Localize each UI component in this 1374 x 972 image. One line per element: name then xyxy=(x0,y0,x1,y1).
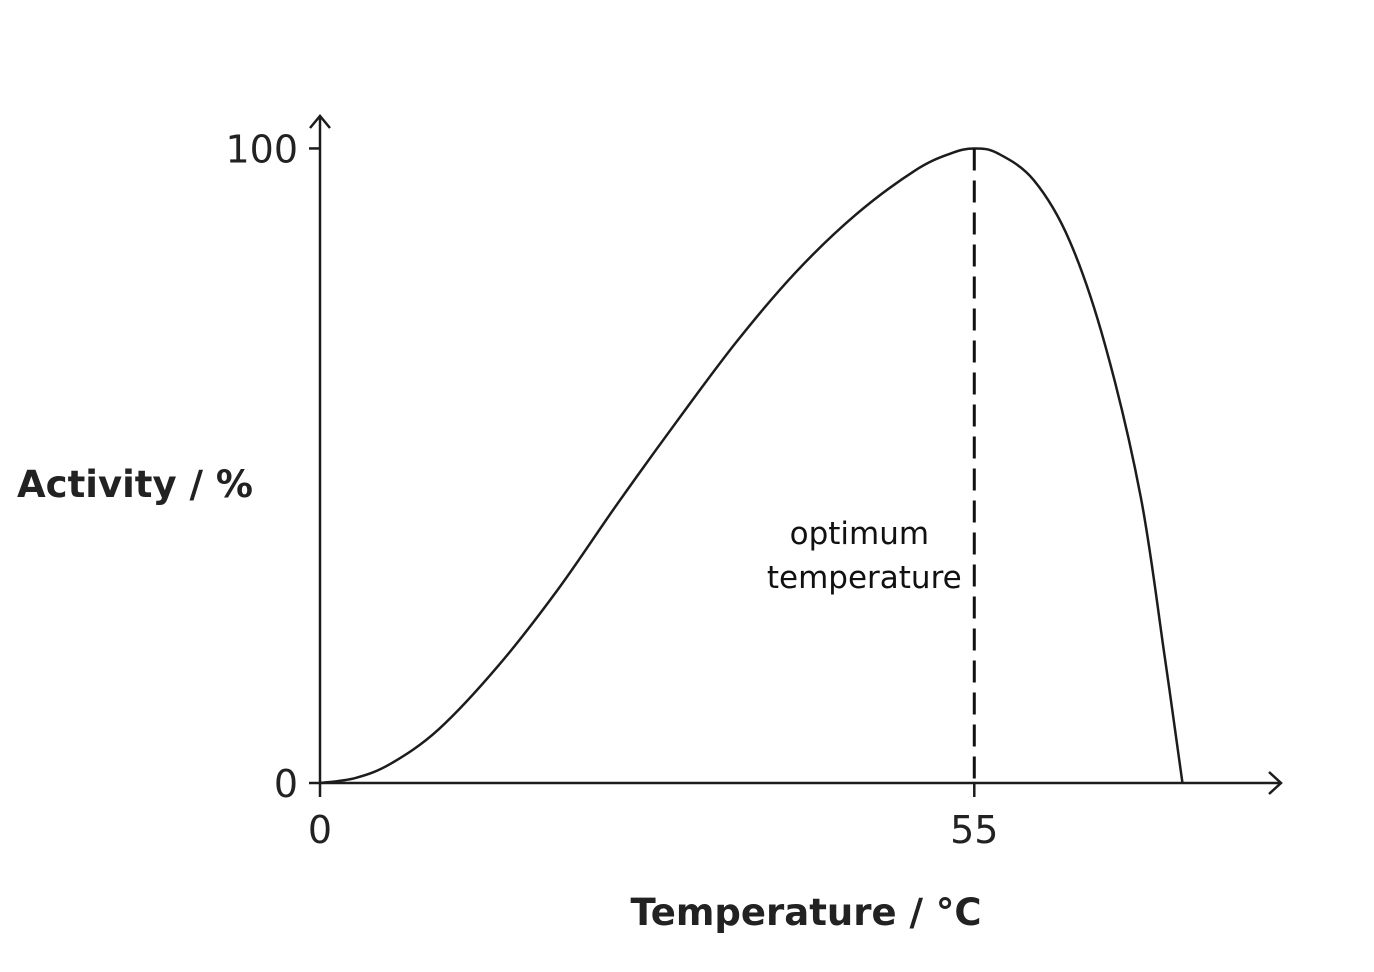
optimum-label-line-2: temperature xyxy=(767,560,962,596)
x-axis-label: Temperature / °C xyxy=(630,891,981,934)
x-axis-arrowhead xyxy=(1268,771,1283,795)
axes xyxy=(309,114,1283,795)
x-tick-label: 0 xyxy=(308,808,332,852)
ticks: 0 100 0 55 xyxy=(225,127,998,852)
activity-curve xyxy=(319,147,1184,785)
y-tick-label: 100 xyxy=(225,127,298,171)
optimum-label-line-1: optimum xyxy=(790,516,929,552)
y-axis-label: Activity / % xyxy=(17,463,253,506)
x-tick-label: 55 xyxy=(950,808,998,852)
y-tick-label: 0 xyxy=(274,762,298,806)
optimum-temperature-label: optimum temperature xyxy=(767,516,962,596)
y-axis-arrowhead xyxy=(309,114,331,129)
